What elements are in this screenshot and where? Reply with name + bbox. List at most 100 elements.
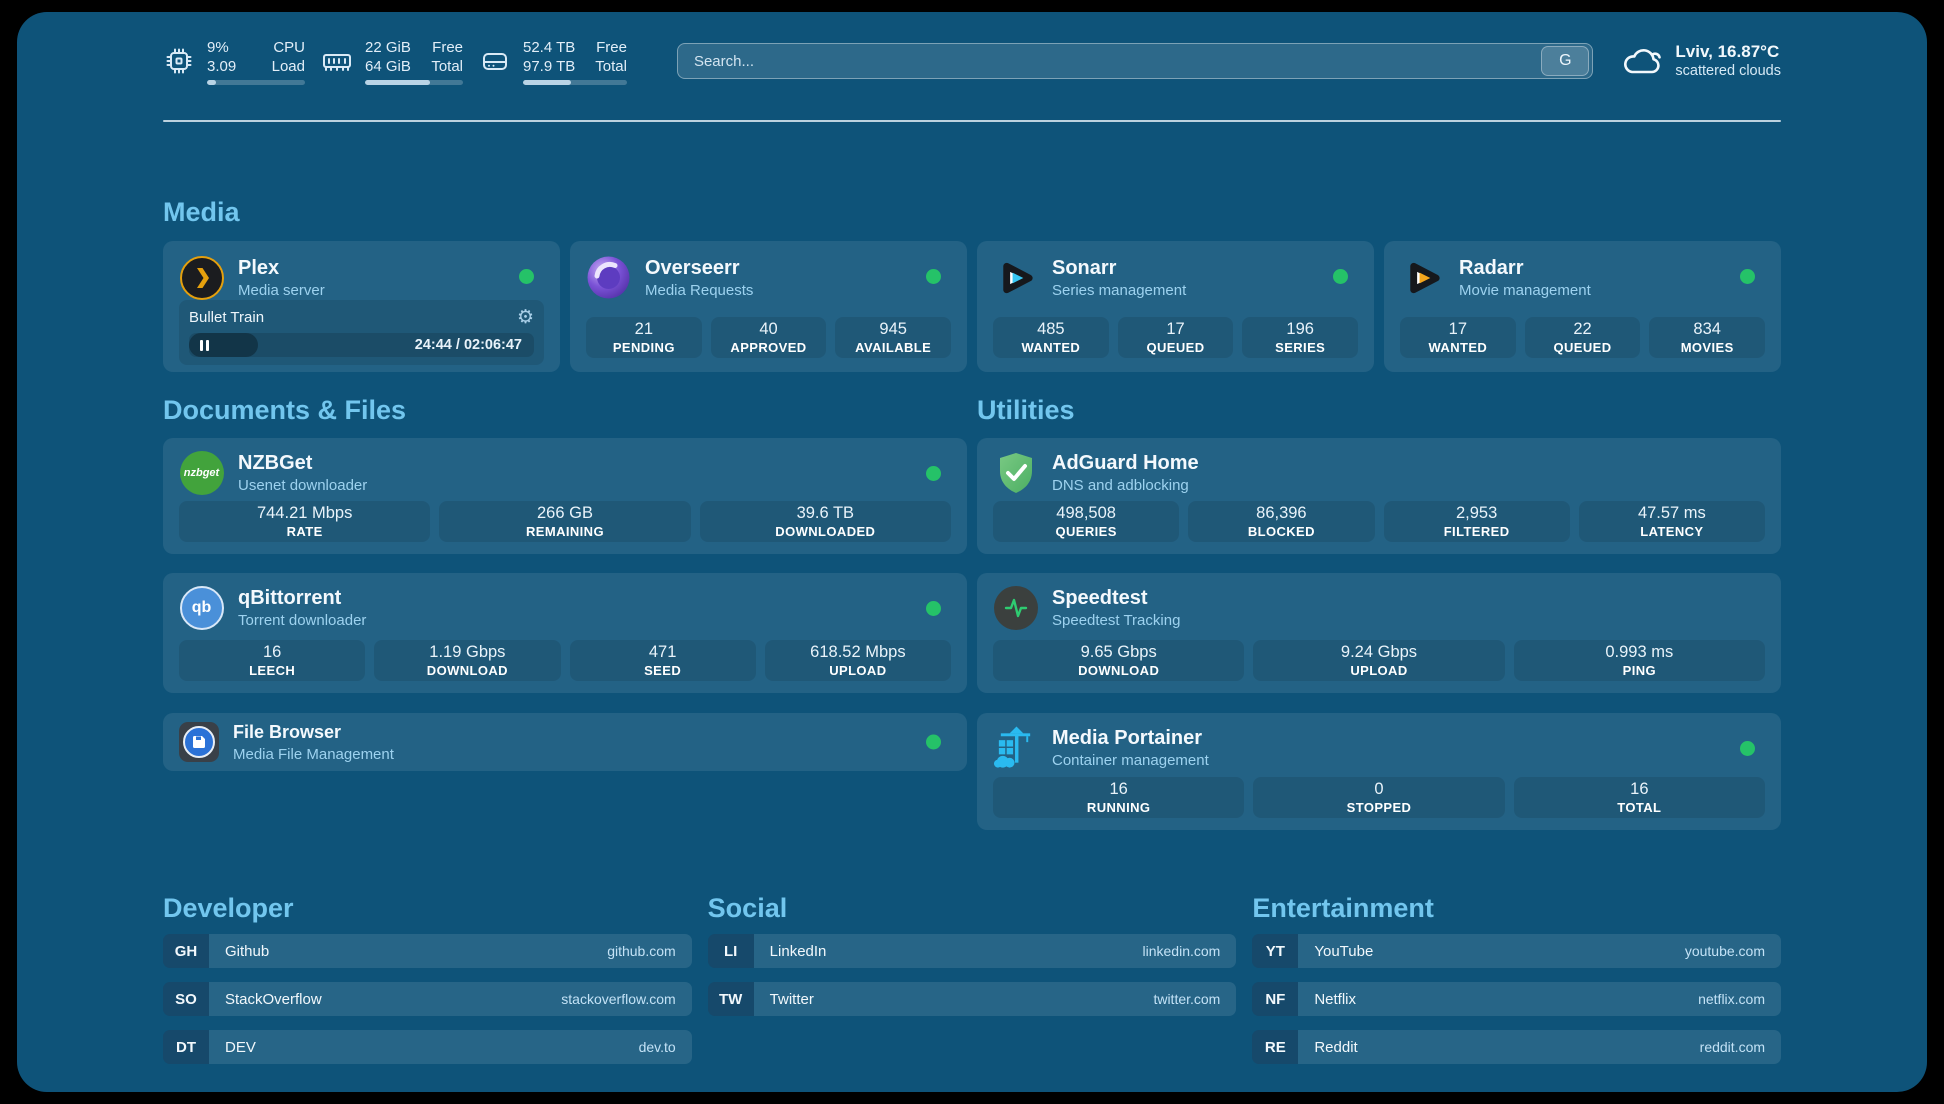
cpu-stat-widget: 9% CPU 3.09 Load: [163, 38, 305, 85]
bookmark-twitter[interactable]: TW Twitter twitter.com: [707, 982, 1237, 1016]
section-heading-media: Media: [163, 197, 240, 227]
portainer-card[interactable]: Media Portainer Container management 16 R…: [977, 713, 1781, 830]
nzbget-icon: nzbget: [179, 450, 224, 495]
radarr-subtitle: Movie management: [1459, 281, 1591, 299]
weather-condition: scattered clouds: [1675, 63, 1781, 79]
adguard-stat-blocked: 86,396 BLOCKED: [1188, 501, 1375, 542]
section-heading-entertainment: Entertainment: [1252, 893, 1434, 923]
plex-player-progress: [189, 333, 258, 357]
bookmark-dev[interactable]: DT DEV dev.to: [163, 1030, 692, 1064]
portainer-stat-stopped: 0 STOPPED: [1253, 777, 1505, 818]
speedtest-card[interactable]: Speedtest Speedtest Tracking 9.65 Gbps DO…: [977, 573, 1781, 693]
adguard-stat-queries: 498,508 QUERIES: [993, 501, 1180, 542]
nzbget-stat-remaining: 266 GB REMAINING: [439, 501, 691, 542]
filebrowser-icon: [179, 722, 219, 762]
speedtest-stat-upload: 9.24 Gbps UPLOAD: [1253, 640, 1505, 681]
search-input[interactable]: [677, 52, 1539, 70]
radarr-stat-movies: 834 MOVIES: [1649, 317, 1766, 358]
portainer-crane-icon: [993, 725, 1038, 770]
qbittorrent-card[interactable]: qb qBittorrent Torrent downloader 16 LEEC…: [163, 573, 967, 693]
overseerr-icon: [586, 255, 631, 300]
qbittorrent-stat-leech: 16 LEECH: [179, 640, 366, 681]
sonarr-title: Sonarr: [1052, 256, 1117, 279]
memory-stat-widget: 22 GiB Free 64 GiB Total: [321, 38, 463, 85]
adguard-card[interactable]: AdGuard Home DNS and adblocking 498,508 Q…: [977, 438, 1781, 554]
disk-progress-bar: [523, 79, 627, 85]
nzbget-title: NZBGet: [238, 451, 313, 474]
filebrowser-subtitle: Media File Management: [233, 746, 394, 763]
bookmark-netflix[interactable]: NF Netflix netflix.com: [1252, 982, 1782, 1016]
weather-location-temp: Lviv, 16.87°C: [1675, 42, 1780, 61]
qbittorrent-title: qBittorrent: [238, 586, 342, 609]
qbittorrent-subtitle: Torrent downloader: [238, 611, 367, 629]
overseerr-stat-approved: 40 APPROVED: [710, 317, 827, 358]
sonarr-stat-queued: 17 QUEUED: [1117, 317, 1234, 358]
bookmark-youtube[interactable]: YT YouTube youtube.com: [1252, 934, 1782, 968]
section-heading-documents: Documents & Files: [163, 395, 407, 425]
bookmark-github[interactable]: GH Github github.com: [163, 934, 692, 968]
cpu-load-label: Load: [271, 57, 305, 75]
adguard-title: AdGuard Home: [1052, 451, 1199, 474]
media-cards-row: Plex Media server Bullet Train ⚙ 24:44 /…: [163, 241, 1781, 372]
nzbget-card[interactable]: nzbget NZBGet Usenet downloader 744.21 M…: [163, 438, 967, 554]
cpu-usage-value: 9%: [207, 38, 229, 56]
utilities-column: Utilities AdGuard Home: [977, 372, 1781, 830]
radarr-title: Radarr: [1459, 256, 1524, 279]
search-engine-button[interactable]: G: [1541, 46, 1590, 76]
topbar-separator: [163, 120, 1781, 122]
pause-icon[interactable]: [200, 339, 209, 351]
overseerr-title: Overseerr: [645, 256, 740, 279]
adguard-stat-filtered: 2,953 FILTERED: [1383, 501, 1570, 542]
speedtest-subtitle: Speedtest Tracking: [1052, 611, 1181, 629]
section-heading-utilities: Utilities: [977, 395, 1075, 425]
cpu-progress-bar: [207, 79, 305, 85]
bookmark-reddit[interactable]: RE Reddit reddit.com: [1252, 1030, 1782, 1064]
cpu-load-value: 3.09: [207, 57, 237, 75]
portainer-stat-total: 16 TOTAL: [1513, 777, 1765, 818]
disk-total-value: 97.9 TB: [523, 57, 576, 75]
plex-player-seekbar[interactable]: 24:44 / 02:06:47: [189, 333, 534, 357]
hard-drive-icon: [479, 45, 511, 77]
radarr-card[interactable]: Radarr Movie management 17 WANTED 22 QUEUE…: [1384, 241, 1781, 372]
nzbget-stat-downloaded: 39.6 TB DOWNLOADED: [699, 501, 951, 542]
sonarr-card[interactable]: Sonarr Series management 485 WANTED 17 QUE…: [977, 241, 1374, 372]
bookmarks-developer: Developer GH Github github.com SO StackOv…: [163, 830, 692, 1064]
bookmarks-social: Social LI LinkedIn linkedin.com TW Twitte…: [707, 830, 1237, 1064]
radarr-stat-wanted: 17 WANTED: [1400, 317, 1516, 358]
adguard-stat-latency: 47.57 ms LATENCY: [1578, 501, 1765, 542]
plex-title: Plex: [238, 256, 280, 279]
overseerr-card[interactable]: Overseerr Media Requests 21 PENDING 40 APP…: [570, 241, 967, 372]
qbittorrent-stat-download: 1.19 Gbps DOWNLOAD: [374, 640, 561, 681]
sonarr-stat-series: 196 SERIES: [1242, 317, 1359, 358]
cloud-icon: [1621, 44, 1663, 78]
nzbget-stat-rate: 744.21 Mbps RATE: [179, 501, 431, 542]
session-settings-gear-icon[interactable]: ⚙: [516, 306, 534, 328]
plex-session-title: Bullet Train: [189, 308, 265, 326]
speedtest-title: Speedtest: [1052, 586, 1148, 609]
speedtest-pulse-icon: [993, 585, 1038, 630]
filebrowser-card[interactable]: File Browser Media File Management: [163, 713, 967, 771]
plex-session-box: Bullet Train ⚙ 24:44 / 02:06:47: [179, 300, 544, 365]
ram-icon: [321, 45, 353, 77]
portainer-title: Media Portainer: [1052, 726, 1203, 749]
memory-total-value: 64 GiB: [365, 57, 411, 75]
weather-widget: Lviv, 16.87°C scattered clouds: [1621, 41, 1781, 81]
portainer-subtitle: Container management: [1052, 751, 1209, 769]
memory-progress-bar: [365, 79, 463, 85]
nzbget-status-dot: [926, 466, 941, 481]
radarr-status-dot: [1740, 269, 1755, 284]
bookmark-stackoverflow[interactable]: SO StackOverflow stackoverflow.com: [163, 982, 692, 1016]
disk-stat-widget: 52.4 TB Free 97.9 TB Total: [479, 38, 627, 85]
filebrowser-title: File Browser: [233, 722, 342, 742]
speedtest-stat-ping: 0.993 ms PING: [1513, 640, 1765, 681]
sonarr-stat-wanted: 485 WANTED: [993, 317, 1109, 358]
plex-status-dot: [519, 269, 534, 284]
section-heading-social: Social: [707, 893, 788, 923]
documents-column: Documents & Files nzbget NZBGet Usenet d…: [163, 372, 967, 830]
bookmark-linkedin[interactable]: LI LinkedIn linkedin.com: [707, 934, 1237, 968]
disk-free-label: Free: [596, 38, 627, 56]
top-bar: 9% CPU 3.09 Load 22 GiB: [163, 37, 1781, 85]
qbittorrent-status-dot: [926, 601, 941, 616]
plex-card[interactable]: Plex Media server Bullet Train ⚙ 24:44 /…: [163, 241, 560, 372]
overseerr-stat-pending: 21 PENDING: [586, 317, 702, 358]
